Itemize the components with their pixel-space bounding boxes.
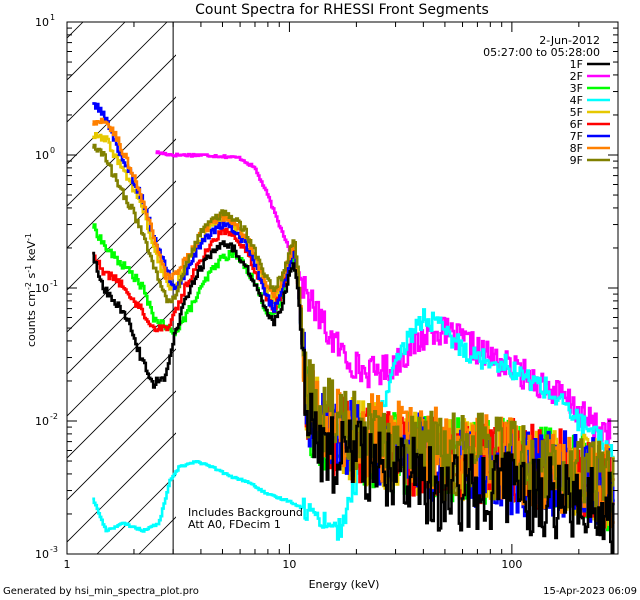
series-line-1F	[92, 240, 615, 554]
series-layer	[92, 102, 615, 554]
hatch-line	[67, 22, 84, 39]
legend-label-9F: 9F	[570, 154, 583, 167]
y-tick-label: 10	[35, 415, 49, 428]
legend-label-8F: 8F	[570, 142, 583, 155]
legend-label-6F: 6F	[570, 118, 583, 131]
generated-by-footer: Generated by hsi_min_spectra_plot.pro	[3, 586, 199, 597]
y-axis-label: counts cm-2 s-1 keV-1	[24, 233, 38, 347]
y-tick-label: 10	[35, 16, 49, 29]
chart-title: Count Spectra for RHESSI Front Segments	[195, 2, 489, 18]
legend-label-7F: 7F	[570, 130, 583, 143]
y-label-part-1: counts cm	[25, 290, 38, 347]
y-tick-exponent: -3	[50, 545, 58, 554]
time-range-annotation: 05:27:00 to 05:28:00	[483, 46, 600, 59]
legend-label-1F: 1F	[570, 58, 583, 71]
y-tick-exponent: -2	[50, 412, 58, 421]
y-tick-label: 10	[35, 282, 49, 295]
y-tick-label: 10	[35, 548, 49, 561]
series-line-2F	[155, 150, 612, 448]
legend-label-3F: 3F	[570, 82, 583, 95]
legend-label-5F: 5F	[570, 106, 583, 119]
hatch-line	[67, 348, 176, 459]
background-note: Includes Background	[188, 506, 303, 519]
hatch-line	[67, 22, 168, 123]
hatch-line	[67, 22, 126, 81]
hatch-line	[67, 432, 176, 543]
legend-label-4F: 4F	[570, 94, 583, 107]
hatch-line	[0, 0, 109, 554]
y-tick-exponent: -1	[50, 279, 58, 288]
y-label-exp-2: -1	[24, 265, 33, 273]
y-label-exp-3: -1	[24, 233, 33, 241]
date-annotation: 2-Jun-2012	[539, 34, 600, 47]
x-tick-label: 10	[282, 558, 296, 571]
x-axis-label: Energy (keV)	[309, 578, 380, 591]
attenuator-note: Att A0, FDecim 1	[188, 518, 281, 531]
y-tick-exponent: 1	[50, 13, 55, 22]
y-label-part-2: s	[25, 272, 38, 281]
series-line-9F	[92, 143, 615, 522]
y-tick-label: 10	[35, 149, 49, 162]
x-tick-label: 100	[501, 558, 522, 571]
y-tick-exponent: 0	[50, 146, 55, 155]
y-label-exp-1: -2	[24, 282, 33, 290]
timestamp-footer: 15-Apr-2023 06:09	[543, 586, 637, 597]
hatch-line	[67, 180, 176, 291]
hatch-line	[67, 390, 176, 501]
y-label-part-3: keV	[25, 241, 38, 265]
attenuator-hatch-region	[0, 0, 176, 554]
legend-label-2F: 2F	[570, 70, 583, 83]
hatch-line	[67, 222, 176, 333]
x-tick-label: 1	[64, 558, 71, 571]
hatch-line	[67, 96, 176, 207]
series-line-4F	[92, 308, 615, 541]
